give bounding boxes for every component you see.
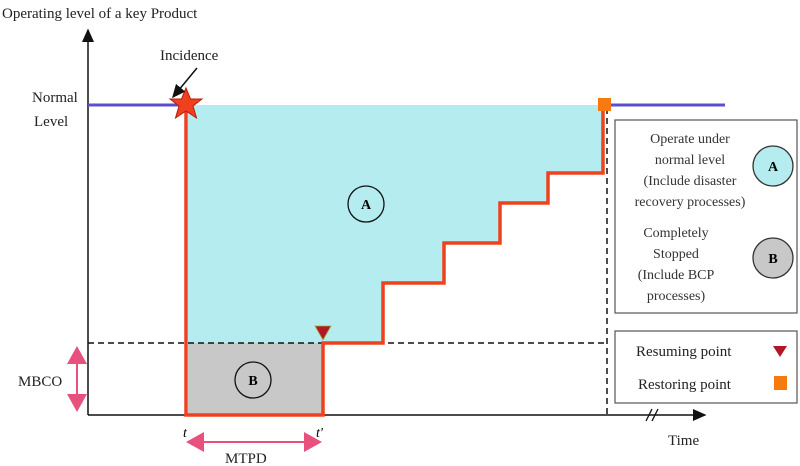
legend-a-line4: recovery processes) bbox=[635, 195, 746, 210]
legend-a-line1: Operate under bbox=[650, 132, 730, 147]
axis-break-icon bbox=[645, 408, 659, 422]
legend-points: Resuming point Restoring point bbox=[614, 330, 798, 404]
legend-regions: Operate under normal level (Include disa… bbox=[614, 119, 798, 314]
incidence-star-icon bbox=[168, 86, 204, 120]
legend-b-badge bbox=[752, 237, 794, 279]
x-axis-label: Time bbox=[668, 433, 699, 449]
legend-b-line1: Completely bbox=[643, 226, 708, 241]
normal-level-label-line1: Normal bbox=[32, 90, 78, 106]
mtpd-label: MTPD bbox=[225, 451, 267, 466]
region-b-badge bbox=[234, 361, 272, 399]
legend-a-line3: (Include disaster bbox=[644, 174, 737, 189]
legend-a-line2: normal level bbox=[655, 153, 725, 168]
legend-b-line3: (Include BCP bbox=[638, 268, 715, 283]
legend-restoring-icon bbox=[774, 376, 787, 390]
t-prime-label: t' bbox=[316, 426, 324, 441]
incidence-arrow bbox=[172, 67, 198, 99]
resuming-point-icon bbox=[314, 325, 332, 341]
y-axis-label: Operating level of a key Product bbox=[2, 6, 198, 22]
incidence-label: Incidence bbox=[160, 48, 219, 64]
legend-resuming-icon bbox=[773, 346, 787, 357]
legend-a-badge bbox=[752, 145, 794, 187]
region-b-fill bbox=[188, 343, 323, 415]
region-a-fill bbox=[188, 105, 603, 343]
legend-b-badge-label: B bbox=[768, 252, 777, 267]
restoring-point-icon bbox=[598, 98, 611, 111]
region-b-label: B bbox=[248, 374, 257, 389]
legend-a-badge-label: A bbox=[768, 160, 779, 175]
legend-restoring-label: Restoring point bbox=[638, 377, 732, 393]
t-label: t bbox=[183, 426, 188, 441]
legend-resuming-label: Resuming point bbox=[636, 344, 732, 360]
legend-b-line4: processes) bbox=[647, 289, 706, 304]
mbco-label: MBCO bbox=[18, 374, 62, 390]
recovery-line bbox=[184, 105, 605, 417]
region-a-label: A bbox=[361, 198, 372, 213]
normal-level-label-line2: Level bbox=[34, 114, 68, 130]
region-a-badge bbox=[347, 185, 385, 223]
legend-b-line2: Stopped bbox=[653, 247, 699, 262]
